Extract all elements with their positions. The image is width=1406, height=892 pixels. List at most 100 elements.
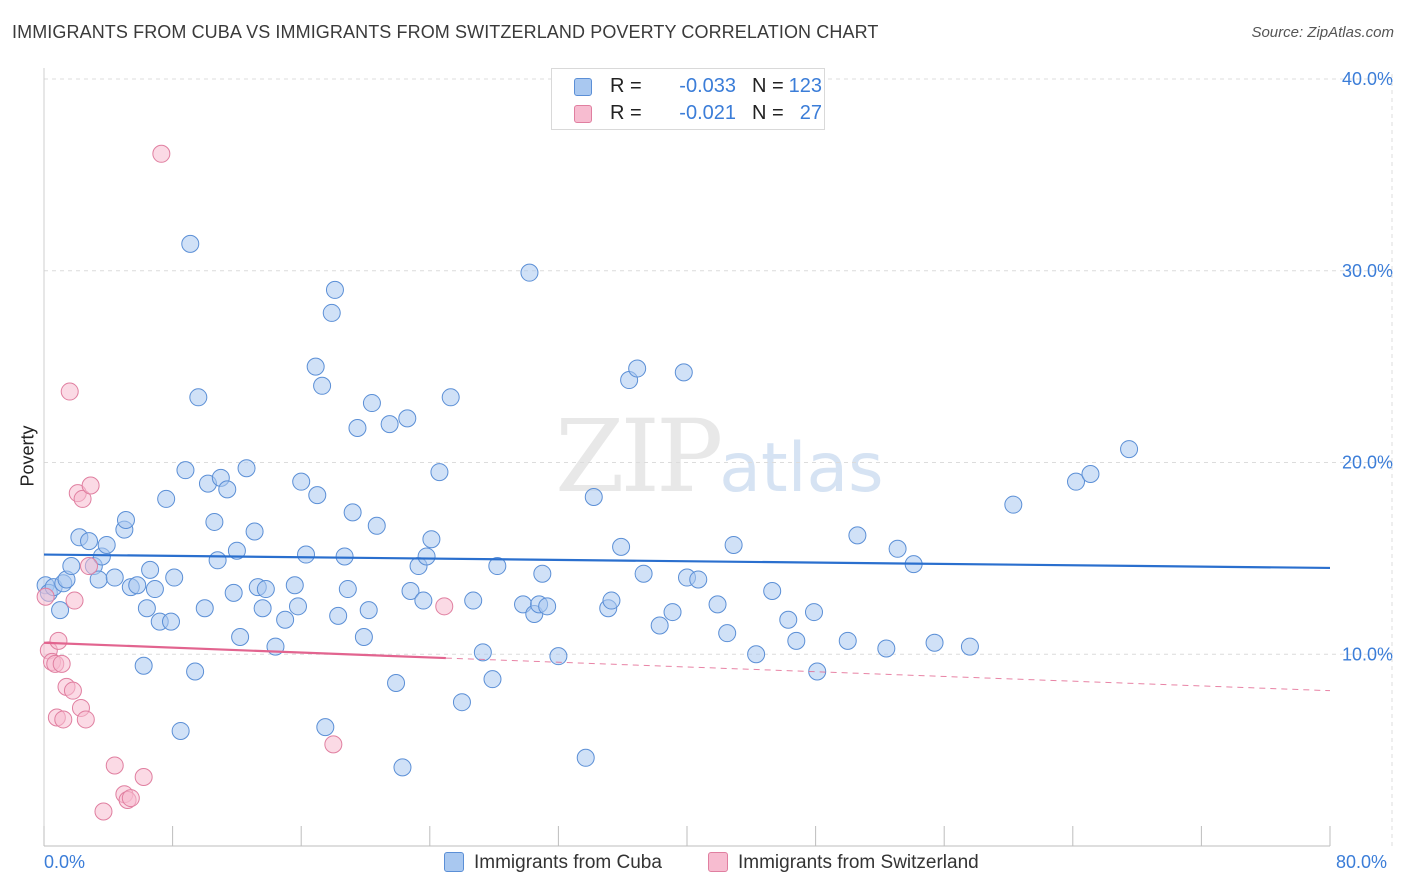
point-switzerland <box>121 789 140 808</box>
point-cuba <box>393 758 412 777</box>
watermark: ZIPatlas <box>555 398 884 515</box>
point-cuba <box>718 624 737 643</box>
point-cuba <box>1120 440 1139 459</box>
point-cuba <box>359 601 378 620</box>
point-cuba <box>417 547 436 566</box>
point-cuba <box>362 394 381 413</box>
y-tick-label: 40.0% <box>1342 69 1393 89</box>
point-switzerland <box>76 710 95 729</box>
point-cuba <box>663 603 682 622</box>
point-cuba <box>441 388 460 407</box>
bottom-legend-cuba: Immigrants from Cuba <box>444 852 662 874</box>
point-cuba <box>288 597 307 616</box>
bottom-legend-label-cuba: Immigrants from Cuba <box>474 852 662 873</box>
point-cuba <box>308 486 327 505</box>
point-cuba <box>245 522 264 541</box>
point-cuba <box>285 576 304 595</box>
point-cuba <box>848 526 867 545</box>
legend-r-label: R = <box>610 75 642 97</box>
point-cuba <box>367 516 386 535</box>
point-switzerland <box>52 654 71 673</box>
point-cuba <box>195 599 214 618</box>
bottom-legend-swatch-cuba <box>444 852 464 872</box>
point-cuba <box>292 472 311 491</box>
point-cuba <box>141 560 160 579</box>
point-cuba <box>473 643 492 662</box>
point-cuba <box>343 503 362 522</box>
point-cuba <box>80 532 99 551</box>
point-cuba <box>747 645 766 664</box>
point-cuba <box>1004 495 1023 514</box>
legend-n-value: 123 <box>788 75 822 97</box>
point-cuba <box>763 581 782 600</box>
point-cuba <box>181 234 200 253</box>
bottom-legend-label-switzerland: Immigrants from Switzerland <box>738 852 979 873</box>
point-cuba <box>838 631 857 650</box>
point-switzerland <box>134 767 153 786</box>
y-tick-label: 10.0% <box>1342 644 1393 664</box>
point-switzerland <box>36 587 55 606</box>
point-cuba <box>602 591 621 610</box>
point-cuba <box>189 388 208 407</box>
point-cuba <box>105 568 124 587</box>
legend-n-label: N = <box>752 75 784 97</box>
point-cuba <box>176 461 195 480</box>
point-cuba <box>520 263 539 282</box>
point-cuba <box>538 597 557 616</box>
x-tick-label-min: 0.0% <box>44 852 86 872</box>
point-switzerland <box>73 489 92 508</box>
point-cuba <box>205 512 224 531</box>
point-cuba <box>380 415 399 434</box>
point-cuba <box>208 551 227 570</box>
point-cuba <box>325 280 344 299</box>
point-cuba <box>724 535 743 554</box>
trend-line-switzerland-extrapolated <box>445 657 1331 692</box>
point-cuba <box>674 363 693 382</box>
point-cuba <box>483 670 502 689</box>
point-switzerland <box>60 382 79 401</box>
point-cuba <box>430 463 449 482</box>
point-cuba <box>338 580 357 599</box>
point-cuba <box>533 564 552 583</box>
trend-line-switzerland <box>43 641 446 660</box>
point-switzerland <box>63 681 82 700</box>
legend-swatch-switzerland <box>574 105 592 123</box>
point-cuba <box>171 721 190 740</box>
point-switzerland <box>94 802 113 821</box>
point-switzerland <box>65 591 84 610</box>
point-cuba <box>960 637 979 656</box>
point-cuba <box>888 539 907 558</box>
point-cuba <box>128 576 147 595</box>
point-cuba <box>628 359 647 378</box>
point-switzerland <box>81 476 100 495</box>
point-switzerland <box>435 597 454 616</box>
point-cuba <box>401 581 420 600</box>
point-cuba <box>387 674 406 693</box>
point-cuba <box>422 530 441 549</box>
legend-n-value: 27 <box>799 102 822 124</box>
point-cuba <box>877 639 896 658</box>
legend-swatch-cuba <box>574 78 592 96</box>
point-cuba <box>452 693 471 712</box>
point-cuba <box>137 599 156 618</box>
point-cuba <box>779 610 798 629</box>
point-cuba <box>231 627 250 646</box>
point-cuba <box>51 601 70 620</box>
point-cuba <box>157 489 176 508</box>
point-cuba <box>116 511 135 530</box>
y-tick-label: 20.0% <box>1342 453 1393 473</box>
point-cuba <box>224 583 243 602</box>
point-cuba <box>414 591 433 610</box>
point-cuba <box>186 662 205 681</box>
y-tick-label: 30.0% <box>1342 261 1393 281</box>
point-cuba <box>276 610 295 629</box>
source-credit: Source: ZipAtlas.com <box>1251 24 1394 41</box>
point-cuba <box>335 547 354 566</box>
point-cuba <box>612 537 631 556</box>
x-tick-label-max: 80.0% <box>1336 852 1388 872</box>
point-switzerland <box>54 710 73 729</box>
point-cuba <box>256 580 275 599</box>
point-cuba <box>134 656 153 675</box>
legend-r-label: R = <box>610 102 642 124</box>
point-cuba <box>398 409 417 428</box>
